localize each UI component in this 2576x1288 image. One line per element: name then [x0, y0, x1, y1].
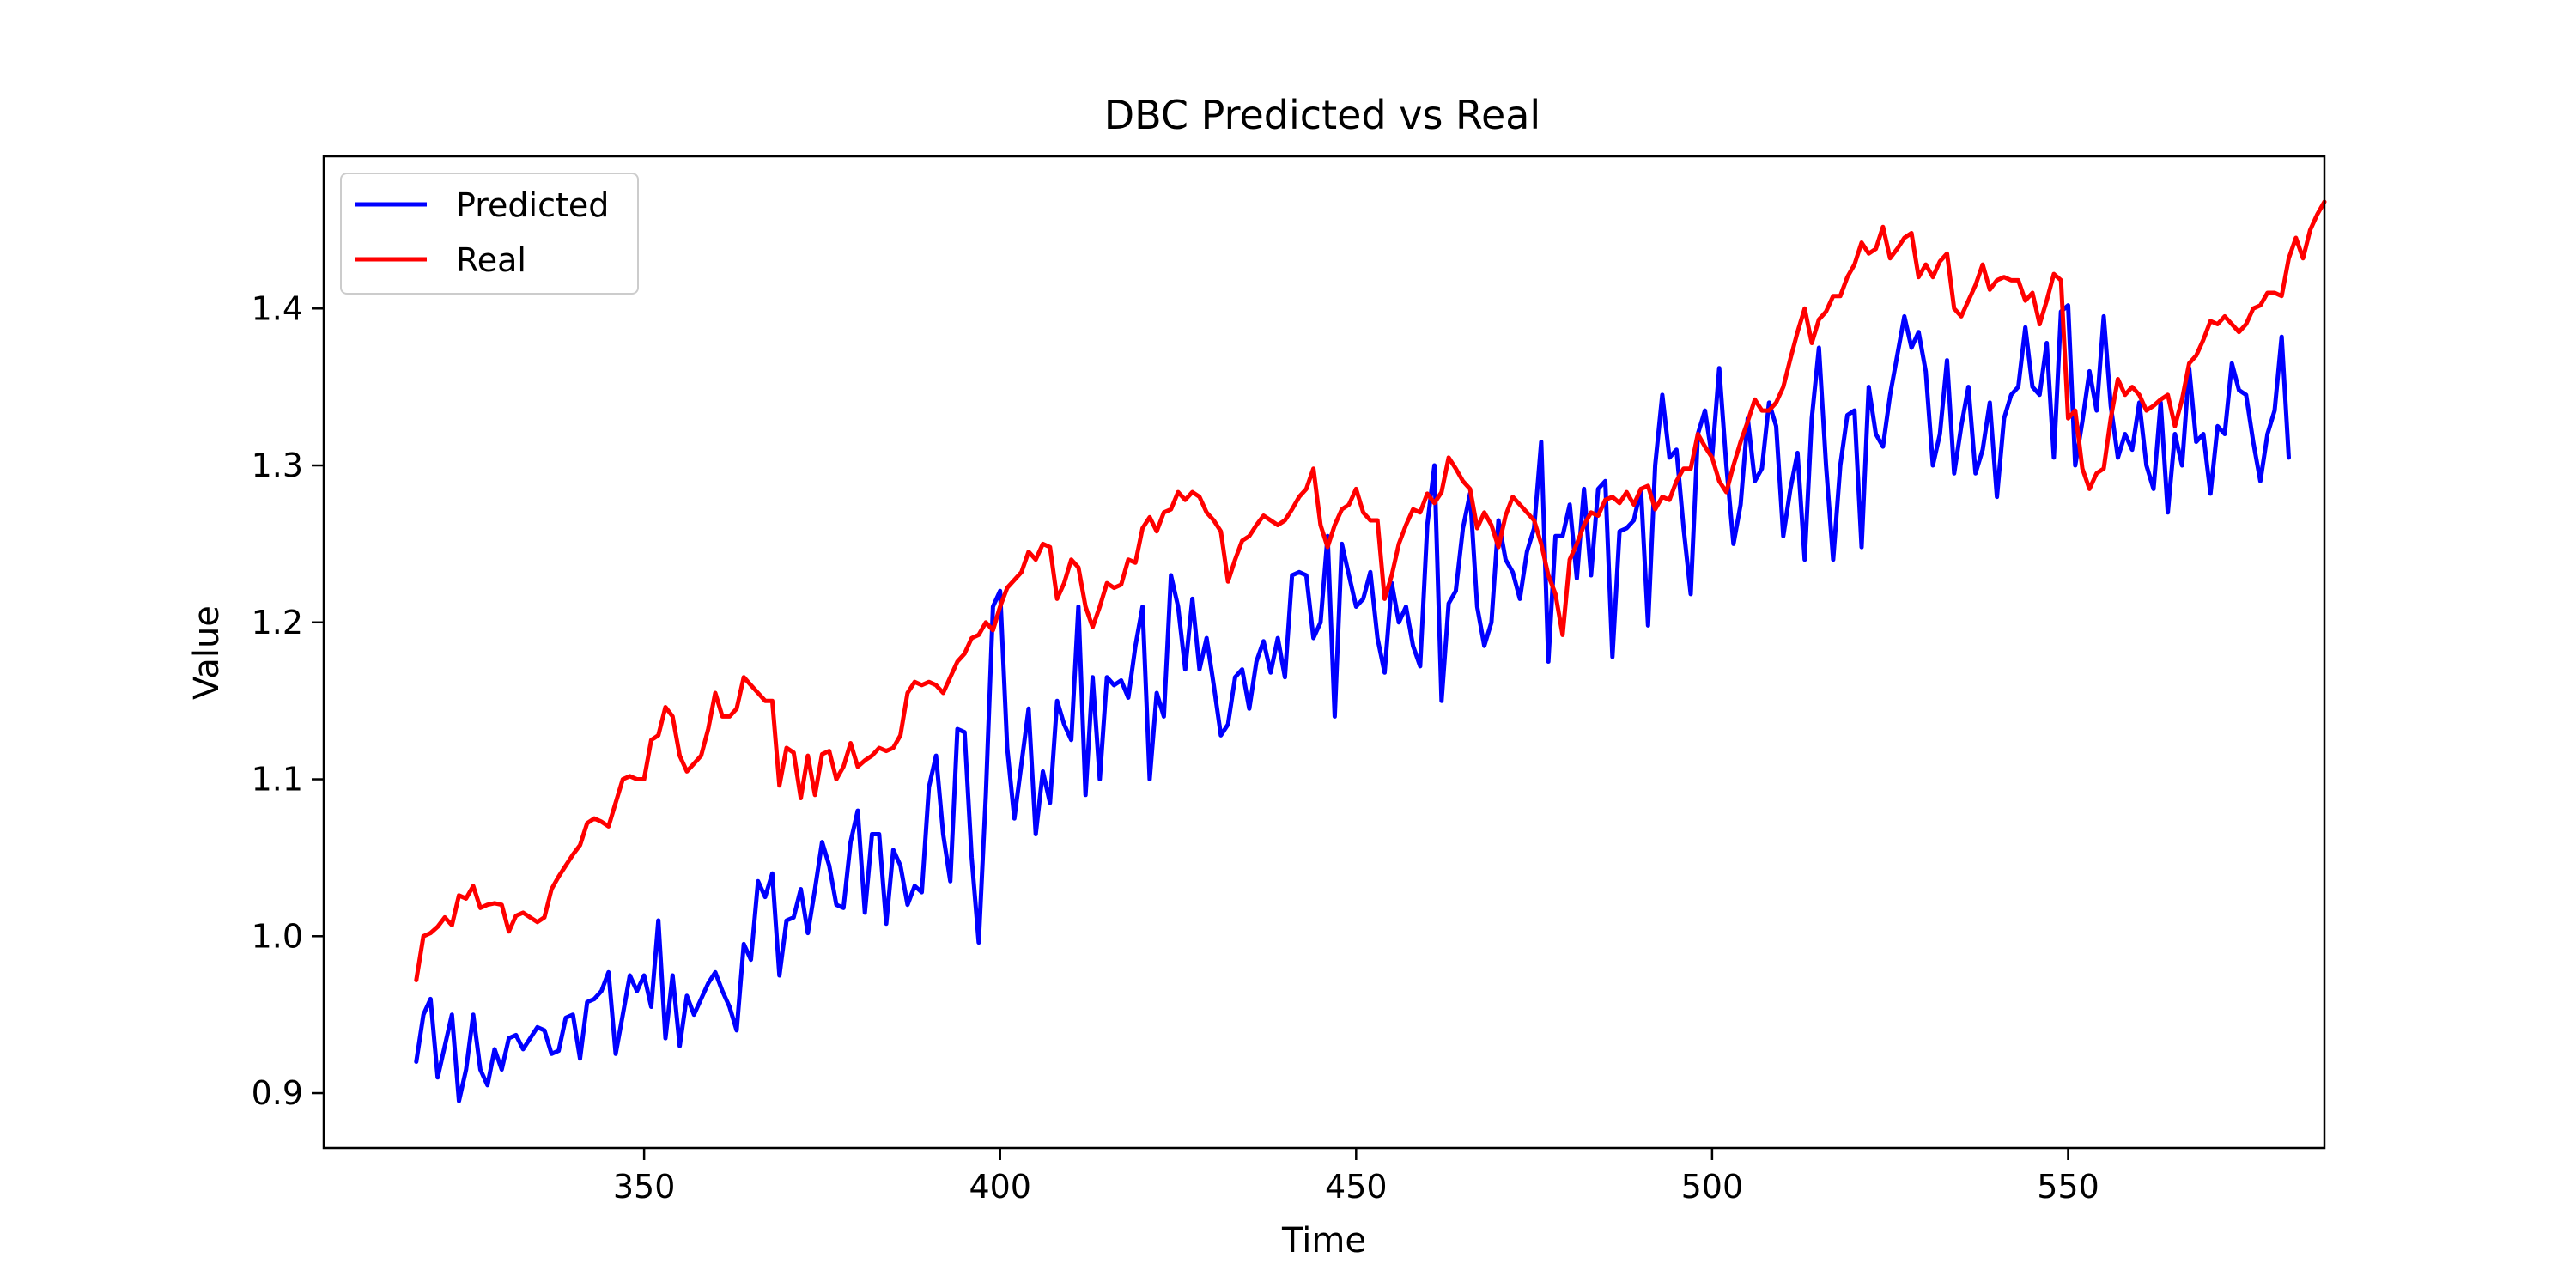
legend-label-predicted: Predicted [456, 186, 609, 224]
y-tick-label: 1.0 [252, 917, 303, 955]
x-axis-ticks: 350 400 450 500 550 [613, 1148, 2099, 1206]
chart-title: DBC Predicted vs Real [1104, 92, 1540, 138]
axes-frame [322, 155, 2326, 1150]
x-tick-label: 400 [969, 1168, 1031, 1206]
y-tick-label: 1.3 [252, 447, 303, 484]
plot-area [322, 155, 2327, 1150]
y-tick-label: 0.9 [252, 1074, 303, 1112]
series-line-real [414, 199, 2327, 982]
y-axis-label: Value [187, 605, 227, 700]
legend: Predicted Real [340, 173, 639, 295]
legend-label-real: Real [456, 241, 526, 279]
series-group [414, 199, 2327, 1103]
x-axis-label: Time [1281, 1221, 1366, 1261]
x-tick-label: 450 [1325, 1168, 1388, 1206]
x-tick-label: 550 [2037, 1168, 2099, 1206]
y-tick-label: 1.1 [252, 761, 303, 799]
y-tick-label: 1.4 [252, 289, 303, 327]
y-tick-label: 1.2 [252, 604, 303, 641]
y-axis-ticks: 0.9 1.0 1.1 1.2 1.3 1.4 [252, 289, 324, 1112]
x-tick-label: 500 [1681, 1168, 1744, 1206]
series-line-predicted [414, 303, 2291, 1103]
x-tick-label: 350 [613, 1168, 676, 1206]
